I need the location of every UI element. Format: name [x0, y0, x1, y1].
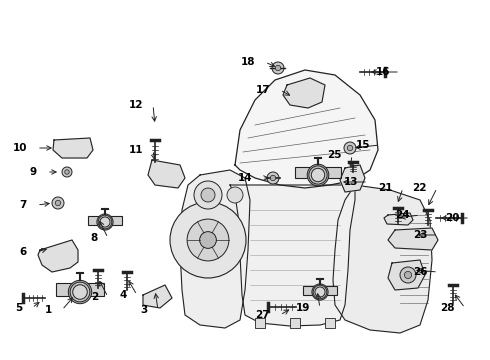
Circle shape [267, 172, 279, 184]
Text: 10: 10 [13, 143, 27, 153]
Circle shape [187, 219, 229, 261]
Circle shape [73, 285, 87, 299]
Text: 2: 2 [91, 292, 98, 302]
Text: 15: 15 [356, 140, 370, 150]
Polygon shape [388, 260, 425, 290]
Circle shape [313, 285, 327, 299]
Text: 7: 7 [20, 200, 27, 210]
Circle shape [52, 197, 64, 209]
FancyBboxPatch shape [303, 285, 337, 295]
Circle shape [170, 202, 246, 278]
Polygon shape [230, 185, 355, 326]
FancyBboxPatch shape [295, 167, 341, 179]
Circle shape [275, 65, 281, 71]
Bar [325, 318, 335, 328]
Bar [255, 318, 265, 328]
Polygon shape [283, 78, 325, 108]
Text: 23: 23 [414, 230, 428, 240]
Text: 20: 20 [445, 213, 460, 223]
Polygon shape [148, 160, 185, 188]
Circle shape [199, 231, 217, 248]
Text: 16: 16 [375, 67, 390, 77]
Text: 6: 6 [20, 247, 27, 257]
FancyBboxPatch shape [88, 216, 122, 225]
Text: 4: 4 [120, 290, 127, 300]
Polygon shape [340, 165, 365, 192]
Circle shape [270, 175, 276, 181]
Text: 28: 28 [441, 303, 455, 313]
Circle shape [309, 166, 327, 184]
Circle shape [227, 187, 243, 203]
Text: 24: 24 [395, 210, 410, 220]
Polygon shape [38, 240, 78, 272]
Circle shape [97, 214, 113, 230]
Circle shape [347, 145, 353, 151]
Polygon shape [53, 138, 93, 158]
Circle shape [55, 200, 61, 206]
Circle shape [65, 170, 69, 174]
Text: 25: 25 [327, 150, 342, 160]
Circle shape [307, 164, 329, 186]
Text: 27: 27 [255, 310, 270, 320]
Text: 22: 22 [413, 183, 427, 193]
Circle shape [62, 167, 72, 177]
Circle shape [70, 282, 90, 302]
Text: 21: 21 [378, 183, 393, 193]
Text: 11: 11 [128, 145, 143, 155]
Text: 13: 13 [343, 177, 358, 187]
Circle shape [98, 215, 112, 229]
Text: 1: 1 [45, 305, 52, 315]
Polygon shape [388, 228, 438, 250]
Text: 12: 12 [128, 100, 143, 110]
Text: 3: 3 [141, 305, 148, 315]
Circle shape [201, 188, 215, 202]
Circle shape [68, 280, 92, 304]
FancyBboxPatch shape [55, 283, 104, 296]
Circle shape [344, 142, 356, 154]
Circle shape [315, 287, 325, 297]
Text: 18: 18 [241, 57, 255, 67]
Polygon shape [384, 213, 413, 225]
Text: 17: 17 [255, 85, 270, 95]
Circle shape [312, 284, 328, 300]
Polygon shape [180, 170, 250, 328]
Bar [290, 318, 300, 328]
Circle shape [404, 271, 412, 279]
Text: 8: 8 [91, 233, 98, 243]
Polygon shape [143, 285, 172, 308]
Polygon shape [235, 70, 378, 188]
Text: 9: 9 [30, 167, 37, 177]
Circle shape [194, 181, 222, 209]
Text: 19: 19 [295, 303, 310, 313]
Circle shape [100, 217, 110, 227]
Polygon shape [333, 185, 432, 333]
Text: 5: 5 [15, 303, 22, 313]
Circle shape [311, 168, 325, 182]
Text: 26: 26 [414, 267, 428, 277]
Circle shape [272, 62, 284, 74]
Circle shape [400, 267, 416, 283]
Text: 14: 14 [237, 173, 252, 183]
